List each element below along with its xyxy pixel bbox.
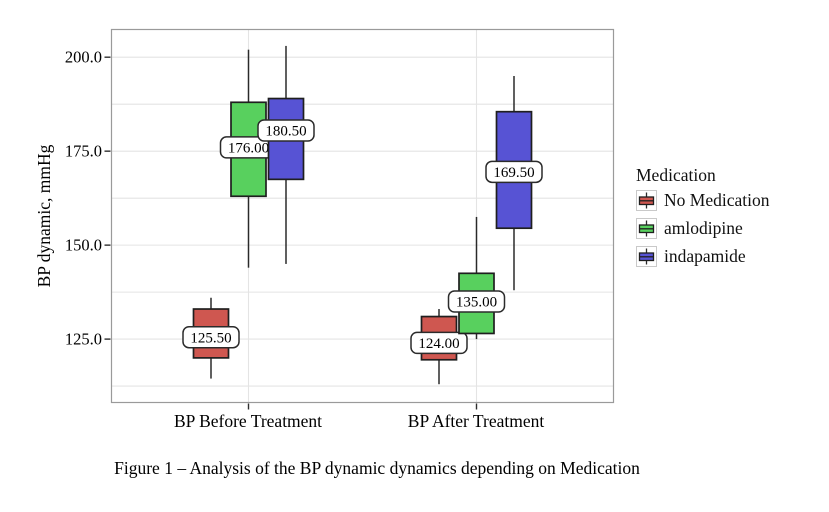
median-value-label-box <box>485 160 543 184</box>
plot-panel: 200.0 175.0 150.0 125.0 BP Before Treatment B… <box>65 28 615 431</box>
legend-key-boxplot-icon <box>636 245 657 267</box>
median-value-label-box <box>182 325 240 349</box>
legend-item-no-medication: No Medication <box>636 186 769 214</box>
y-tick-label: 150.0 <box>65 236 102 255</box>
figure-caption: Figure 1 – Analysis of the BP dynamic dy… <box>114 458 640 478</box>
bp-boxplot-chart: 200.0 175.0 150.0 125.0 BP Before Treatment B… <box>34 28 615 431</box>
median-value-label: 124.00 <box>418 336 459 352</box>
legend-items: No Medication amlodipine indapamide <box>636 186 769 270</box>
x-category-label: BP Before Treatment <box>174 411 322 431</box>
legend: Medication No Medication amlodipine indapa… <box>636 164 769 270</box>
median-value-label: 125.50 <box>190 330 231 346</box>
legend-item-amlodipine: amlodipine <box>636 214 769 242</box>
legend-item-label: indapamide <box>664 245 746 266</box>
y-axis-title: BP dynamic, mmHg <box>34 144 54 287</box>
median-value-label-box <box>410 331 468 355</box>
median-value-label: 176.00 <box>228 141 269 157</box>
panel-border <box>110 28 615 404</box>
x-category-label: BP After Treatment <box>408 411 545 431</box>
boxplot-indapamide: 169.50 <box>485 75 543 291</box>
legend-item-label: amlodipine <box>664 217 743 238</box>
legend-item-indapamide: indapamide <box>636 242 769 270</box>
median-value-label: 135.00 <box>456 295 497 311</box>
median-value-label: 180.50 <box>265 124 306 140</box>
median-value-label-box <box>257 119 315 142</box>
legend-key-boxplot-icon <box>636 217 657 239</box>
boxplot-amlodipine: 176.00 <box>219 49 278 268</box>
boxplot-no-medication: 125.50 <box>182 297 240 379</box>
median-value-label: 169.50 <box>493 165 534 181</box>
legend-key-boxplot-icon <box>636 189 657 211</box>
y-tick-label: 200.0 <box>65 48 102 67</box>
y-tick-label: 175.0 <box>65 142 102 161</box>
legend-item-label: No Medication <box>664 189 770 210</box>
legend-title: Medication <box>636 165 716 185</box>
boxplot-indapamide: 180.50 <box>257 45 315 264</box>
boxplot-no-medication: 124.00 <box>410 309 468 385</box>
boxplot-amlodipine: 135.00 <box>447 216 506 340</box>
median-value-label-box <box>447 290 506 313</box>
y-tick-label: 125.0 <box>65 330 102 349</box>
